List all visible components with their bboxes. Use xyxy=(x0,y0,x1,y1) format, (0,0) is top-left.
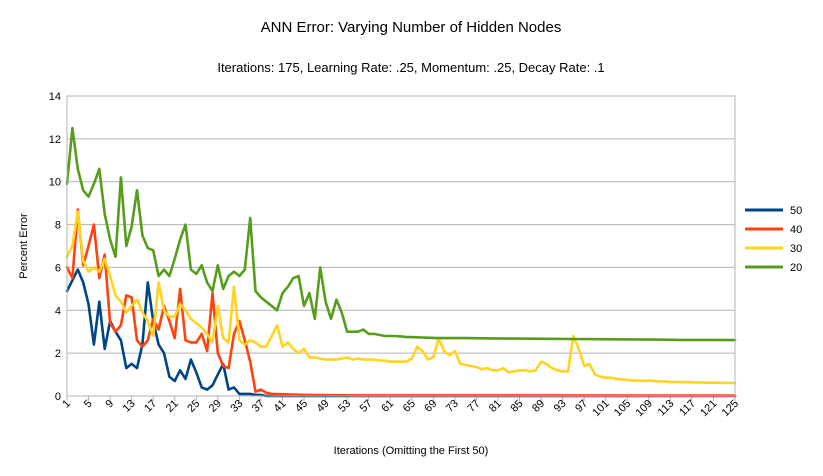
x-tick-label: 77 xyxy=(465,398,482,415)
legend-label: 50 xyxy=(790,205,802,217)
plot-lines xyxy=(65,126,737,398)
x-tick-label: 73 xyxy=(444,398,461,415)
plot-border xyxy=(66,95,736,397)
x-tick-label: 121 xyxy=(698,398,719,419)
x-tick-label: 117 xyxy=(677,398,698,419)
x-tick-label: 69 xyxy=(422,398,439,415)
x-tick-label: 33 xyxy=(228,398,245,415)
x-axis-title: Iterations (Omitting the First 50) xyxy=(334,445,489,457)
legend-label: 20 xyxy=(790,262,802,274)
y-tick-label: 12 xyxy=(49,134,61,146)
chart-subtitle: Iterations: 175, Learning Rate: .25, Mom… xyxy=(217,60,604,75)
y-tick-label: 2 xyxy=(55,348,61,360)
x-tick-label: 29 xyxy=(207,398,224,415)
legend-label: 30 xyxy=(790,243,802,255)
series-line-20 xyxy=(65,126,737,342)
x-tick-label: 85 xyxy=(508,398,525,415)
x-tick-label: 49 xyxy=(315,398,332,415)
x-tick-label: 37 xyxy=(250,398,267,415)
series-line-30 xyxy=(65,210,737,385)
x-tick-label: 93 xyxy=(552,398,569,415)
x-tick-label: 45 xyxy=(293,398,310,415)
x-tick-label: 97 xyxy=(573,398,590,415)
y-tick-label: 0 xyxy=(55,391,61,403)
y-tick-label: 8 xyxy=(55,220,61,232)
legend-label: 40 xyxy=(790,224,802,236)
x-tick-label: 57 xyxy=(358,398,375,415)
y-axis: 0 2 4 6 8 10 12 14 xyxy=(49,91,61,403)
x-tick-label: 21 xyxy=(164,398,181,415)
y-tick-label: 14 xyxy=(49,91,61,103)
x-tick-label: 109 xyxy=(633,398,654,419)
x-tick-label: 17 xyxy=(142,398,159,415)
x-tick-label: 89 xyxy=(530,398,547,415)
series-line-50 xyxy=(65,268,737,398)
y-tick-label: 4 xyxy=(55,305,61,317)
x-tick-label: 53 xyxy=(336,398,353,415)
x-tick-label: 41 xyxy=(271,398,288,415)
x-tick-label: 81 xyxy=(487,398,504,415)
x-tick-label: 25 xyxy=(185,398,202,415)
x-tick-label: 101 xyxy=(590,398,611,419)
x-tick-label: 61 xyxy=(379,398,396,415)
x-tick-label: 13 xyxy=(121,398,138,415)
y-tick-label: 6 xyxy=(55,262,61,274)
x-tick-label: 125 xyxy=(720,398,741,419)
y-tick-label: 10 xyxy=(49,177,61,189)
legend: 50 40 30 20 xyxy=(745,205,802,274)
x-tick-label: 105 xyxy=(612,398,633,419)
chart-title: ANN Error: Varying Number of Hidden Node… xyxy=(261,19,562,36)
y-axis-title: Percent Error xyxy=(18,213,30,279)
x-tick-label: 113 xyxy=(656,398,677,419)
x-axis: 1 5 9 13 17 21 25 29 33 37 41 45 49 53 57 61 65 69 73 77 81 8… xyxy=(60,396,741,419)
x-tick-label: 65 xyxy=(401,398,418,415)
